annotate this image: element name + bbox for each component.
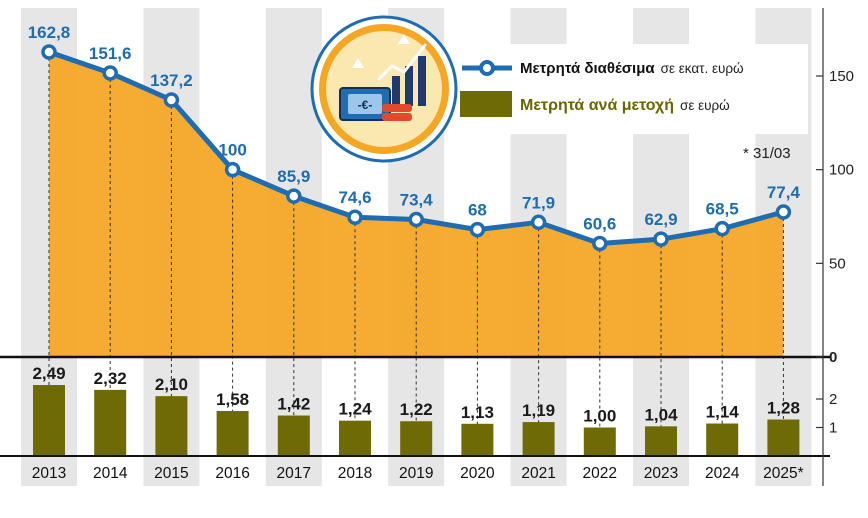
year-label: 2023 (644, 465, 678, 482)
y-tick-label: 150 (829, 68, 854, 85)
x-axis-labels: 2013 2014 2015 2016 2017 2018 2019 2020 2021 2022… (32, 465, 804, 482)
year-label: 2016 (215, 465, 249, 482)
cash-point (469, 221, 486, 238)
per-share-value-label: 2,32 (94, 369, 127, 388)
per-share-value-label: 1,24 (338, 400, 372, 419)
cash-value-label: 74,6 (338, 188, 371, 207)
year-label: 2018 (338, 465, 372, 482)
cash-point (102, 65, 118, 81)
year-label: 2022 (583, 465, 617, 482)
year-label: 2020 (460, 465, 495, 482)
year-label: 2014 (93, 465, 128, 482)
year-label: 2025* (763, 465, 804, 482)
cash-value-label: 68 (468, 201, 487, 220)
cash-point (286, 188, 302, 204)
year-label: 2013 (32, 465, 66, 482)
per-share-bar (767, 419, 800, 456)
cash-value-label: 68,5 (706, 200, 739, 219)
per-share-value-label: 1,04 (644, 405, 678, 424)
per-share-bar (400, 421, 433, 456)
cash-point (408, 211, 424, 228)
cash-point (41, 44, 57, 60)
legend-bar-unit: σε ευρώ (680, 98, 730, 113)
legend-line-unit: σε εκατ. ευρώ (661, 61, 744, 76)
legend-line-name: Μετρητά διαθέσιμα (520, 60, 655, 77)
axes: 0 50 100 150 1 2 (0, 8, 854, 486)
cash-point (775, 204, 792, 220)
cash-point (530, 214, 547, 231)
per-share-bar (645, 426, 677, 456)
cash-value-label: 60,6 (583, 214, 616, 233)
legend-line-entry: Μετρητά διαθέσιμα σε εκατ. ευρώ (520, 60, 744, 77)
cash-point (224, 161, 241, 178)
cash-value-label: 73,4 (400, 190, 434, 209)
year-label: 2024 (705, 465, 740, 482)
money-chart-icon: -€- (310, 15, 458, 163)
per-share-bar (461, 423, 494, 456)
cash-line (41, 44, 792, 252)
cash-value-label: 151,6 (89, 44, 132, 63)
year-label: 2017 (277, 465, 311, 482)
data-labels: 162,8 151,6 137,2 100 85,9 74,6 73,4 68 71,9 60,6… (28, 23, 801, 425)
cash-value-label: 85,9 (277, 167, 310, 186)
cash-point (653, 231, 669, 247)
per-share-value-label: 2,49 (32, 364, 65, 383)
cash-value-label: 77,4 (767, 183, 801, 202)
year-label: 2015 (154, 465, 188, 482)
legend-bar-entry: Μετρητά ανά μετοχή σε ευρώ (520, 97, 730, 114)
bar-tick-label: 2 (829, 391, 837, 408)
footnote: * 31/03 (743, 145, 791, 162)
per-share-value-label: 1,13 (461, 403, 494, 422)
bar-tick-label: 1 (829, 420, 837, 437)
per-share-value-label: 1,42 (277, 395, 310, 414)
legend-box (452, 44, 808, 134)
y-tick-label: 100 (829, 162, 854, 179)
drop-lines (48, 52, 784, 455)
per-share-bar (277, 415, 310, 456)
per-share-bar (339, 420, 371, 456)
year-label: 2021 (521, 465, 555, 482)
per-share-value-label: 1,22 (400, 400, 433, 419)
svg-text:-€-: -€- (358, 98, 373, 112)
per-share-value-label: 1,28 (767, 399, 800, 418)
cash-point (347, 209, 363, 225)
cash-value-label: 137,2 (150, 71, 193, 90)
year-label: 2019 (399, 465, 433, 482)
y-tick-label: 50 (829, 255, 846, 272)
per-share-value-label: 2,10 (155, 375, 188, 394)
cash-point (714, 220, 730, 237)
cash-value-label: 62,9 (644, 210, 677, 229)
per-share-bar (216, 410, 249, 456)
per-share-bars (33, 385, 800, 456)
y-tick-label: 0 (829, 349, 837, 366)
legend-bar-name: Μετρητά ανά μετοχή (520, 97, 674, 114)
per-share-bar (522, 422, 555, 456)
cash-point (592, 235, 608, 252)
per-share-value-label: 1,58 (216, 390, 249, 409)
legend: Μετρητά διαθέσιμα σε εκατ. ευρώ Μετρητά α… (452, 44, 808, 134)
cash-point (163, 92, 180, 108)
per-share-bar (33, 385, 65, 456)
per-share-value-label: 1,19 (522, 401, 555, 420)
per-share-bar (155, 396, 188, 456)
legend-line-marker (479, 60, 495, 76)
per-share-value-label: 1,14 (706, 403, 740, 422)
per-share-bar (706, 423, 739, 456)
cash-value-label: 100 (218, 141, 246, 160)
per-share-bar (583, 427, 616, 456)
per-share-bar (94, 389, 127, 456)
cash-value-label: 71,9 (522, 193, 555, 212)
cash-value-label: 162,8 (28, 23, 71, 42)
legend-bar-swatch (460, 91, 512, 117)
per-share-value-label: 1,00 (583, 407, 616, 426)
